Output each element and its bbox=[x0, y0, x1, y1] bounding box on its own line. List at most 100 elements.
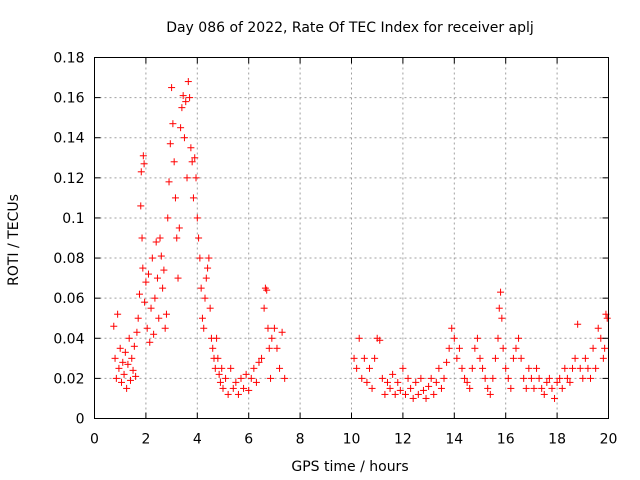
data-point bbox=[432, 378, 440, 386]
data-point bbox=[558, 384, 566, 392]
data-point bbox=[594, 324, 602, 332]
data-point bbox=[153, 274, 161, 282]
data-point bbox=[234, 390, 242, 398]
data-point bbox=[134, 314, 142, 322]
data-point bbox=[245, 386, 253, 394]
data-point bbox=[120, 370, 128, 378]
data-point bbox=[581, 354, 589, 362]
y-tick-label: 0.06 bbox=[53, 291, 84, 307]
data-point bbox=[579, 374, 587, 382]
data-point bbox=[268, 334, 276, 342]
data-point bbox=[276, 364, 284, 372]
data-point bbox=[281, 374, 289, 382]
data-point bbox=[119, 358, 127, 366]
data-point bbox=[240, 384, 248, 392]
data-point bbox=[466, 384, 474, 392]
y-tick-label: 0.18 bbox=[53, 51, 84, 67]
data-point bbox=[171, 194, 179, 202]
data-point bbox=[358, 374, 366, 382]
x-tick-label: 20 bbox=[600, 432, 618, 448]
data-point bbox=[198, 314, 206, 322]
data-point bbox=[455, 344, 463, 352]
data-point bbox=[378, 374, 386, 382]
data-point bbox=[260, 304, 268, 312]
data-point bbox=[213, 334, 221, 342]
data-point bbox=[273, 344, 281, 352]
data-point bbox=[140, 160, 148, 168]
data-point bbox=[270, 324, 278, 332]
data-point bbox=[144, 270, 152, 278]
data-point bbox=[265, 344, 273, 352]
data-point bbox=[589, 344, 597, 352]
data-point bbox=[188, 158, 196, 166]
data-point bbox=[543, 378, 551, 386]
data-point bbox=[195, 234, 203, 242]
data-point bbox=[525, 364, 533, 372]
data-point bbox=[123, 384, 131, 392]
y-tick-label: 0.16 bbox=[53, 91, 84, 107]
data-point bbox=[255, 358, 263, 366]
data-point bbox=[214, 354, 222, 362]
data-point bbox=[551, 394, 559, 402]
data-point bbox=[417, 374, 425, 382]
y-tick-label: 0.02 bbox=[53, 371, 84, 387]
data-point bbox=[522, 384, 530, 392]
data-point bbox=[409, 394, 417, 402]
data-point bbox=[538, 384, 546, 392]
data-point bbox=[601, 344, 609, 352]
data-point bbox=[160, 266, 168, 274]
data-point bbox=[148, 254, 156, 262]
data-point bbox=[250, 364, 258, 372]
data-point bbox=[115, 364, 123, 372]
x-tick-label: 14 bbox=[445, 432, 463, 448]
data-point bbox=[159, 284, 167, 292]
data-point bbox=[360, 354, 368, 362]
y-tick-label: 0.1 bbox=[62, 211, 84, 227]
data-point bbox=[412, 378, 420, 386]
data-point bbox=[515, 334, 523, 342]
data-point bbox=[164, 214, 172, 222]
data-point bbox=[209, 344, 217, 352]
grid-lines bbox=[94, 57, 609, 419]
data-point bbox=[389, 370, 397, 378]
data-point bbox=[494, 334, 502, 342]
data-point bbox=[499, 344, 507, 352]
data-point bbox=[278, 328, 286, 336]
data-point bbox=[166, 140, 174, 148]
data-point bbox=[399, 364, 407, 372]
data-point bbox=[267, 374, 275, 382]
data-point bbox=[126, 376, 134, 384]
data-point bbox=[165, 178, 173, 186]
data-point bbox=[435, 364, 443, 372]
data-point bbox=[401, 390, 409, 398]
data-point bbox=[124, 360, 132, 368]
data-point bbox=[414, 390, 422, 398]
data-point bbox=[476, 354, 484, 362]
x-tick-label: 2 bbox=[141, 432, 150, 448]
data-point bbox=[130, 342, 138, 350]
data-point bbox=[196, 254, 204, 262]
x-tick-label: 0 bbox=[90, 432, 99, 448]
data-point bbox=[553, 378, 561, 386]
data-point bbox=[193, 214, 201, 222]
data-point bbox=[180, 134, 188, 142]
data-points bbox=[110, 78, 611, 402]
data-point bbox=[489, 374, 497, 382]
data-point bbox=[502, 364, 510, 372]
data-point bbox=[383, 378, 391, 386]
data-point bbox=[263, 286, 271, 294]
data-point bbox=[481, 374, 489, 382]
data-point bbox=[139, 264, 147, 272]
data-point bbox=[155, 314, 163, 322]
data-point bbox=[215, 370, 223, 378]
data-point bbox=[504, 374, 512, 382]
data-point bbox=[152, 238, 160, 246]
data-point bbox=[146, 338, 154, 346]
data-point bbox=[599, 354, 607, 362]
data-point bbox=[437, 384, 445, 392]
x-tick-label: 8 bbox=[296, 432, 305, 448]
data-point bbox=[443, 358, 451, 366]
data-point bbox=[237, 374, 245, 382]
data-point bbox=[419, 386, 427, 394]
axis-ticks bbox=[94, 57, 609, 419]
